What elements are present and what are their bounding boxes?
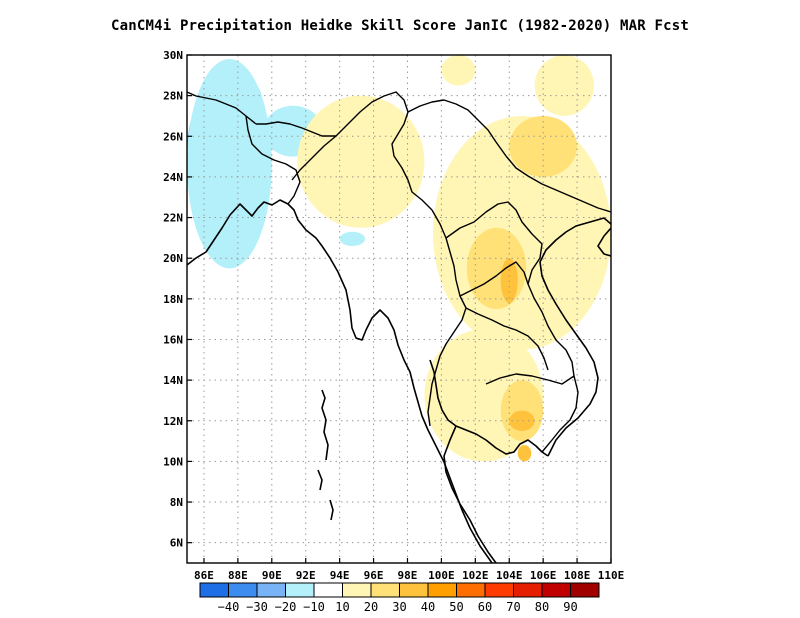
colorbar-label: 80 bbox=[535, 600, 549, 614]
lat-tick-label: 18N bbox=[163, 293, 183, 306]
colorbar-swatch-8 bbox=[427, 582, 457, 598]
map-frame bbox=[186, 54, 612, 564]
skill-score-fill bbox=[187, 55, 611, 462]
colorbar-swatch-12 bbox=[541, 582, 571, 598]
bay-of-bengal-north-coast bbox=[187, 199, 493, 563]
colorbar-swatch-10 bbox=[484, 582, 514, 598]
lon-tick-label: 108E bbox=[564, 569, 591, 582]
colorbar-label: 40 bbox=[421, 600, 435, 614]
coastlines-and-borders bbox=[187, 91, 611, 563]
lat-tick-label: 30N bbox=[163, 49, 183, 62]
lon-tick-label: 106E bbox=[530, 569, 557, 582]
page-title: CanCM4i Precipitation Heidke Skill Score… bbox=[110, 18, 690, 34]
colorbar-swatch-4 bbox=[313, 582, 343, 598]
lat-tick-label: 16N bbox=[163, 333, 183, 346]
colorbar-swatch-9 bbox=[456, 582, 486, 598]
colorbar-swatch-2 bbox=[256, 582, 286, 598]
skill-region-14 bbox=[500, 380, 544, 442]
lat-tick-label: 6N bbox=[170, 537, 183, 550]
nepal-bhutan-border bbox=[187, 91, 336, 137]
colorbar-label: 10 bbox=[335, 600, 349, 614]
colorbar-label: 90 bbox=[563, 600, 577, 614]
thailand-laos-border bbox=[459, 261, 549, 371]
lat-tick-label: 20N bbox=[163, 252, 183, 265]
skill-region-4 bbox=[187, 59, 272, 269]
colorbar-label: −10 bbox=[303, 600, 325, 614]
vietnam-coast bbox=[539, 217, 611, 457]
colorbar-swatch-11 bbox=[513, 582, 543, 598]
andaman-islands bbox=[317, 389, 334, 521]
skill-region-13 bbox=[466, 227, 527, 309]
lon-tick-label: 104E bbox=[496, 569, 523, 582]
lon-tick-label: 102E bbox=[462, 569, 489, 582]
cambodia-border bbox=[485, 373, 579, 453]
lat-tick-label: 8N bbox=[170, 496, 183, 509]
lon-tick-label: 90E bbox=[262, 569, 282, 582]
colorbar-swatch-7 bbox=[399, 582, 429, 598]
colorbar-swatch-6 bbox=[370, 582, 400, 598]
lon-tick-label: 98E bbox=[398, 569, 418, 582]
lat-tick-label: 14N bbox=[163, 374, 183, 387]
malay-peninsula-coast bbox=[443, 425, 497, 563]
lon-tick-label: 86E bbox=[194, 569, 214, 582]
bangladesh-border bbox=[245, 115, 301, 205]
lon-tick-label: 88E bbox=[228, 569, 248, 582]
colorbar: −40 −30 −20 −10 10 20 30 40 50 60 70 80 90 bbox=[199, 582, 600, 614]
skill-region-11 bbox=[441, 55, 476, 86]
lat-tick-label: 28N bbox=[163, 90, 183, 103]
skill-region-7 bbox=[297, 95, 425, 228]
colorbar-swatch-13 bbox=[570, 582, 600, 598]
laos-border bbox=[445, 201, 575, 377]
colorbar-label: −20 bbox=[275, 600, 297, 614]
china-border bbox=[407, 99, 611, 213]
india-myanmar-border bbox=[291, 91, 433, 211]
skill-region-10 bbox=[534, 55, 595, 116]
colorbar-label: 50 bbox=[449, 600, 463, 614]
lon-tick-label: 94E bbox=[330, 569, 350, 582]
hainan-coast bbox=[597, 227, 611, 257]
skill-region-17 bbox=[517, 445, 532, 462]
lat-tick-label: 26N bbox=[163, 130, 183, 143]
myanmar-thailand-border bbox=[427, 209, 467, 427]
colorbar-label: −40 bbox=[218, 600, 240, 614]
axis-ticks: 86E 88E 90E 92E 94E 96E 98E 100E 102E 104E 106E 108… bbox=[163, 49, 624, 582]
lon-tick-label: 110E bbox=[598, 569, 625, 582]
skill-region-16 bbox=[509, 410, 535, 431]
colorbar-swatch-5 bbox=[342, 582, 372, 598]
colorbar-label: 20 bbox=[364, 600, 378, 614]
lat-tick-label: 10N bbox=[163, 455, 183, 468]
skill-region-6 bbox=[339, 231, 366, 247]
colorbar-label: −30 bbox=[246, 600, 268, 614]
colorbar-label: 30 bbox=[392, 600, 406, 614]
colorbar-label: 70 bbox=[506, 600, 520, 614]
lon-tick-label: 92E bbox=[296, 569, 316, 582]
lon-tick-label: 96E bbox=[364, 569, 384, 582]
skill-region-12 bbox=[509, 115, 578, 177]
lat-tick-label: 12N bbox=[163, 415, 183, 428]
gulf-of-thailand-coast bbox=[429, 359, 549, 457]
colorbar-swatch-3 bbox=[285, 582, 315, 598]
lat-tick-label: 22N bbox=[163, 212, 183, 225]
colorbar-label: 60 bbox=[478, 600, 492, 614]
lat-tick-label: 24N bbox=[163, 171, 183, 184]
lon-tick-label: 100E bbox=[428, 569, 455, 582]
colorbar-swatch-0 bbox=[199, 582, 229, 598]
colorbar-swatch-1 bbox=[228, 582, 258, 598]
